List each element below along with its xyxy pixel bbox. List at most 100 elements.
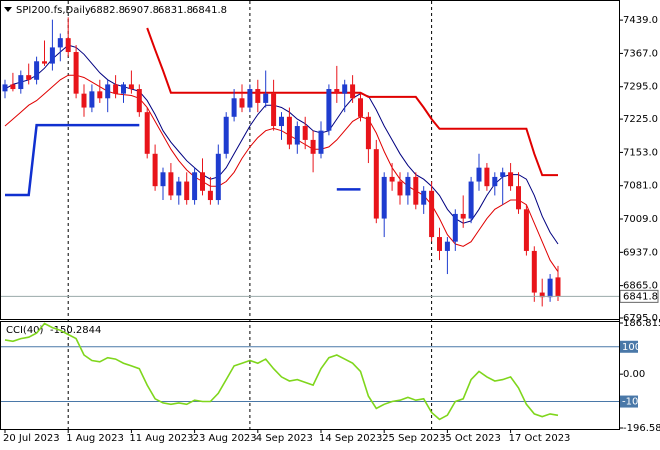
y-tick-label: 7081.0 [623, 181, 658, 192]
y-tick-label: 7367.0 [623, 48, 658, 59]
candle-body [539, 292, 545, 298]
candle-body [207, 190, 213, 201]
candle-body [318, 130, 324, 154]
x-tick-label: 4 Sep 2023 [256, 433, 313, 444]
candle-body [508, 172, 514, 187]
x-tick-label: 11 Aug 2023 [129, 433, 193, 444]
y-tick-label: 7009.0 [623, 214, 658, 225]
candle-body [365, 116, 371, 150]
candle-body [500, 172, 506, 177]
high-value: 6907.8 [124, 5, 159, 16]
candle-body [152, 153, 158, 187]
last-price-label: 6841.8 [623, 291, 658, 302]
low-value: 6831.8 [158, 5, 193, 16]
indicator-line [5, 123, 361, 197]
candle-body [279, 116, 284, 127]
cci-value: -150.2844 [50, 325, 101, 336]
y-tick-label: 7439.0 [623, 15, 658, 26]
level-box [620, 340, 638, 353]
candle-body [294, 126, 300, 145]
candle-body [223, 116, 229, 154]
candle-body [350, 84, 356, 99]
candle-body [263, 93, 269, 103]
y-tick-label: 7225.0 [623, 114, 658, 125]
candle-body [429, 190, 435, 238]
candle-body [18, 75, 24, 90]
y-tick-label: 6795.0 [623, 313, 658, 324]
candle-body [144, 112, 150, 154]
candle-body [136, 89, 142, 113]
x-tick-label: 23 Aug 2023 [193, 433, 257, 444]
candle-body [231, 98, 237, 117]
candle-body [373, 149, 379, 219]
candle-body [34, 61, 40, 80]
candle-body [247, 89, 253, 108]
chart-title: SPI200.fs,Daily [16, 5, 91, 16]
candle-body [2, 84, 8, 92]
candle-body [239, 98, 245, 108]
candle-body [271, 93, 277, 127]
candle-body [531, 250, 537, 293]
candle-body [160, 172, 166, 187]
open-value: 6882.8 [90, 5, 125, 16]
y-tick-label: -196.5819 [623, 423, 660, 434]
candle-body [200, 172, 205, 191]
candle-body [397, 181, 403, 196]
cci-title: CCI(40) [6, 325, 44, 336]
candle-body [73, 52, 79, 94]
candle-body [128, 84, 134, 90]
candle-body [10, 84, 16, 90]
candle-body [97, 91, 103, 99]
candle-body [492, 176, 498, 187]
candle-body [421, 190, 427, 205]
candle-body [358, 98, 363, 117]
candle-body [89, 91, 95, 108]
candle-body [302, 126, 308, 140]
y-tick-label: 7153.0 [623, 147, 658, 158]
x-tick-label: 25 Sep 2023 [382, 433, 445, 444]
candle-body [326, 89, 332, 131]
candle-body [49, 47, 55, 64]
candle-body [555, 277, 561, 297]
candle-body [176, 181, 182, 196]
candle-body [42, 61, 47, 64]
candle-body [184, 181, 190, 201]
candle-body [437, 237, 442, 251]
y-tick-label: 6865.0 [623, 281, 658, 292]
candle-body [105, 84, 111, 99]
y-tick-label: 186.8157 [623, 318, 660, 329]
candle-body [255, 89, 261, 103]
candle-body [484, 167, 490, 187]
candle-body [444, 241, 450, 251]
candle-body [342, 84, 348, 94]
candle-body [192, 172, 198, 201]
candle-body [405, 176, 411, 196]
candle-body [334, 89, 340, 94]
candle-body [389, 176, 395, 182]
candle-body [113, 84, 119, 94]
indicator-line [4, 44, 559, 245]
candle-body [26, 75, 32, 80]
candle-body [516, 186, 521, 210]
candle-body [168, 172, 174, 196]
candle-body [523, 209, 529, 251]
candle-body [476, 167, 482, 182]
candle-body [452, 213, 458, 242]
candle-body [81, 93, 87, 108]
y-tick-label: 0.00 [623, 369, 645, 380]
candle-body [547, 278, 553, 298]
candle-body [310, 139, 316, 154]
candle-body [460, 213, 466, 219]
candle-body [65, 38, 71, 53]
candle-body [468, 181, 474, 219]
x-tick-label: 17 Oct 2023 [509, 433, 571, 444]
menu-marker [4, 7, 12, 12]
level-label: -100 [622, 397, 645, 408]
x-tick-label: 14 Sep 2023 [319, 433, 382, 444]
y-tick-label: 7295.0 [623, 82, 658, 93]
cci-line [4, 322, 559, 421]
level-label: 100 [622, 342, 641, 353]
candle-body [286, 116, 292, 145]
